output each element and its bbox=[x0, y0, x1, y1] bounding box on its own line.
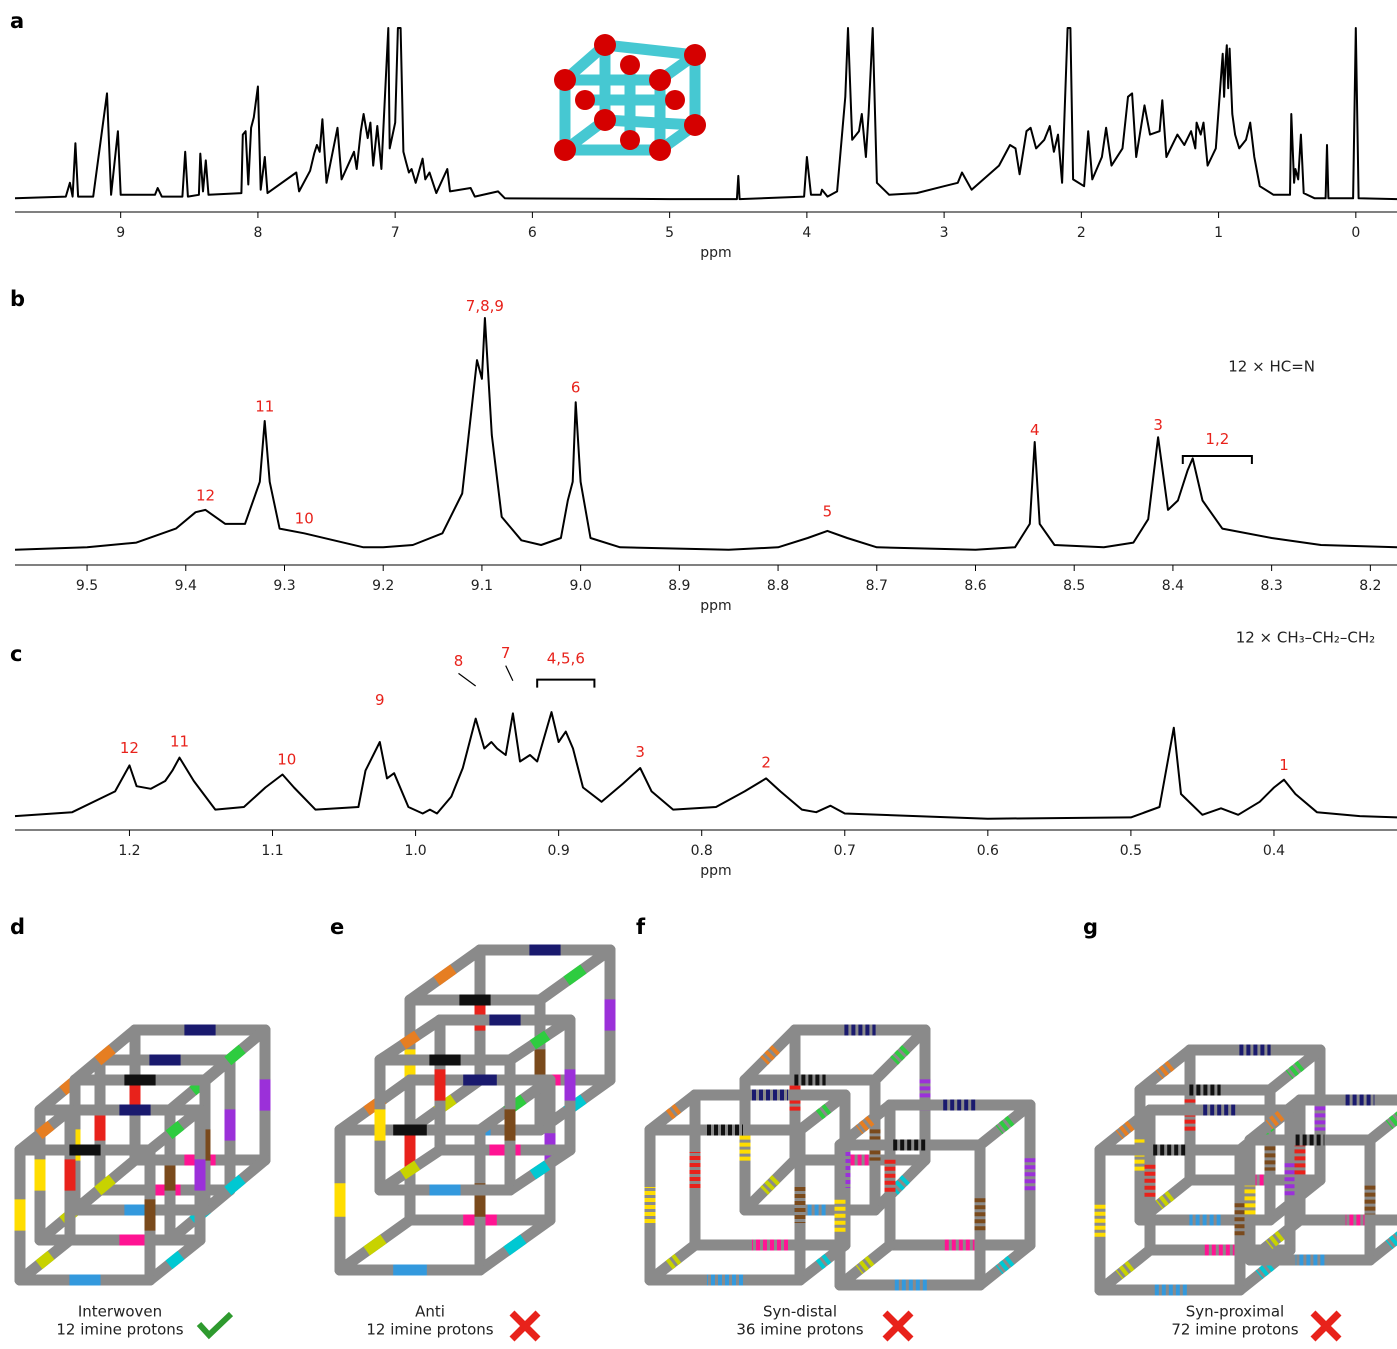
peak-label: 3 bbox=[1153, 416, 1163, 434]
caption: 36 imine protons bbox=[736, 1321, 863, 1339]
imine-segment bbox=[169, 1255, 181, 1265]
x-tick-label: 9.3 bbox=[273, 578, 295, 594]
panel-letter: g bbox=[1083, 915, 1098, 939]
imine-segment bbox=[507, 1239, 524, 1251]
peak-label: 10 bbox=[295, 510, 314, 528]
x-tick-label: 8.6 bbox=[964, 578, 986, 594]
spectrum-line bbox=[15, 318, 1397, 550]
imine-segment bbox=[367, 1239, 384, 1251]
peak-label: 10 bbox=[277, 751, 296, 769]
x-tick-label: 8.5 bbox=[1063, 578, 1085, 594]
x-tick-label: 1.0 bbox=[404, 843, 426, 859]
x-tick-label: 7 bbox=[391, 225, 400, 241]
imine-segment bbox=[39, 1125, 51, 1135]
spectrum-line bbox=[15, 712, 1397, 819]
peak-label: 4,5,6 bbox=[547, 649, 585, 667]
leader-line bbox=[458, 673, 475, 686]
x-tick-label: 1 bbox=[1214, 225, 1223, 241]
caption: 12 imine protons bbox=[366, 1321, 493, 1339]
caption: Interwoven bbox=[78, 1303, 162, 1321]
peak-label: 11 bbox=[255, 397, 274, 415]
peak-label: 11 bbox=[170, 733, 189, 751]
check-mark bbox=[199, 1314, 231, 1335]
panel-letter: f bbox=[636, 915, 646, 939]
x-axis-label: ppm bbox=[700, 863, 731, 879]
peak-label: 1 bbox=[1279, 756, 1289, 774]
figure: a9876543210ppmb9.59.49.39.29.19.08.98.88… bbox=[0, 0, 1397, 1349]
annotation: 12 × HC=N bbox=[1228, 358, 1315, 376]
imine-segment bbox=[169, 1125, 181, 1135]
x-tick-label: 8.8 bbox=[767, 578, 789, 594]
x-tick-label: 8.2 bbox=[1359, 578, 1381, 594]
x-tick-label: 0.5 bbox=[1120, 843, 1142, 859]
peak-label: 12 bbox=[196, 486, 215, 504]
peak-label: 5 bbox=[823, 503, 833, 521]
panel-letter: c bbox=[10, 642, 22, 666]
cage-model bbox=[650, 1030, 1030, 1285]
x-tick-label: 0 bbox=[1351, 225, 1360, 241]
peak-label: 8 bbox=[454, 652, 464, 670]
panel-letter: d bbox=[10, 915, 25, 939]
x-tick-label: 1.1 bbox=[261, 843, 283, 859]
leader-line bbox=[506, 666, 513, 681]
x-axis-label: ppm bbox=[700, 245, 731, 261]
x-tick-label: 0.6 bbox=[977, 843, 999, 859]
imine-segment bbox=[39, 1255, 51, 1265]
x-tick-label: 0.8 bbox=[691, 843, 713, 859]
x-tick-label: 3 bbox=[940, 225, 949, 241]
cross-mark bbox=[1313, 1313, 1339, 1339]
peak-label: 3 bbox=[635, 743, 645, 761]
caption: Syn-proximal bbox=[1186, 1303, 1284, 1321]
x-tick-label: 4 bbox=[802, 225, 811, 241]
caption: 72 imine protons bbox=[1171, 1321, 1298, 1339]
x-tick-label: 6 bbox=[528, 225, 537, 241]
imine-segment bbox=[437, 969, 454, 981]
x-tick-label: 8.9 bbox=[668, 578, 690, 594]
x-tick-label: 2 bbox=[1077, 225, 1086, 241]
x-tick-label: 0.7 bbox=[834, 843, 856, 859]
x-tick-label: 8 bbox=[253, 225, 262, 241]
x-tick-label: 8.3 bbox=[1261, 578, 1283, 594]
caption: Anti bbox=[415, 1303, 445, 1321]
x-tick-label: 0.9 bbox=[548, 843, 570, 859]
peak-label: 2 bbox=[761, 753, 771, 771]
x-axis-label: ppm bbox=[700, 598, 731, 614]
cage-model bbox=[340, 950, 610, 1270]
cage-model bbox=[20, 1030, 265, 1280]
peak-label: 12 bbox=[120, 739, 139, 757]
x-tick-label: 8.4 bbox=[1162, 578, 1184, 594]
imine-segment bbox=[567, 969, 584, 981]
bracket bbox=[537, 680, 594, 688]
x-tick-label: 9.2 bbox=[372, 578, 394, 594]
caption: 12 imine protons bbox=[56, 1321, 183, 1339]
x-tick-label: 8.7 bbox=[866, 578, 888, 594]
imine-segment bbox=[228, 1049, 242, 1061]
cross-mark bbox=[885, 1313, 911, 1339]
x-tick-label: 9.0 bbox=[570, 578, 592, 594]
spectrum-line bbox=[15, 28, 1397, 199]
x-tick-label: 9 bbox=[116, 225, 125, 241]
peak-label: 7 bbox=[501, 644, 511, 662]
x-tick-label: 9.5 bbox=[76, 578, 98, 594]
peak-label: 6 bbox=[571, 379, 581, 397]
x-tick-label: 0.4 bbox=[1263, 843, 1285, 859]
caption: Syn-distal bbox=[763, 1303, 837, 1321]
panel-letter: e bbox=[330, 915, 344, 939]
x-tick-label: 9.4 bbox=[175, 578, 197, 594]
peak-label: 9 bbox=[375, 691, 385, 709]
peak-label: 7,8,9 bbox=[466, 297, 504, 315]
x-tick-label: 5 bbox=[665, 225, 674, 241]
peak-label: 4 bbox=[1030, 421, 1040, 439]
annotation: 12 × CH₃–CH₂–CH₂ bbox=[1236, 629, 1376, 647]
panel-letter: a bbox=[10, 9, 24, 33]
cage-model bbox=[1100, 1050, 1397, 1290]
x-tick-label: 9.1 bbox=[471, 578, 493, 594]
x-tick-label: 1.2 bbox=[118, 843, 140, 859]
cross-mark bbox=[512, 1313, 538, 1339]
panel-letter: b bbox=[10, 287, 25, 311]
peak-label: 1,2 bbox=[1205, 430, 1229, 448]
